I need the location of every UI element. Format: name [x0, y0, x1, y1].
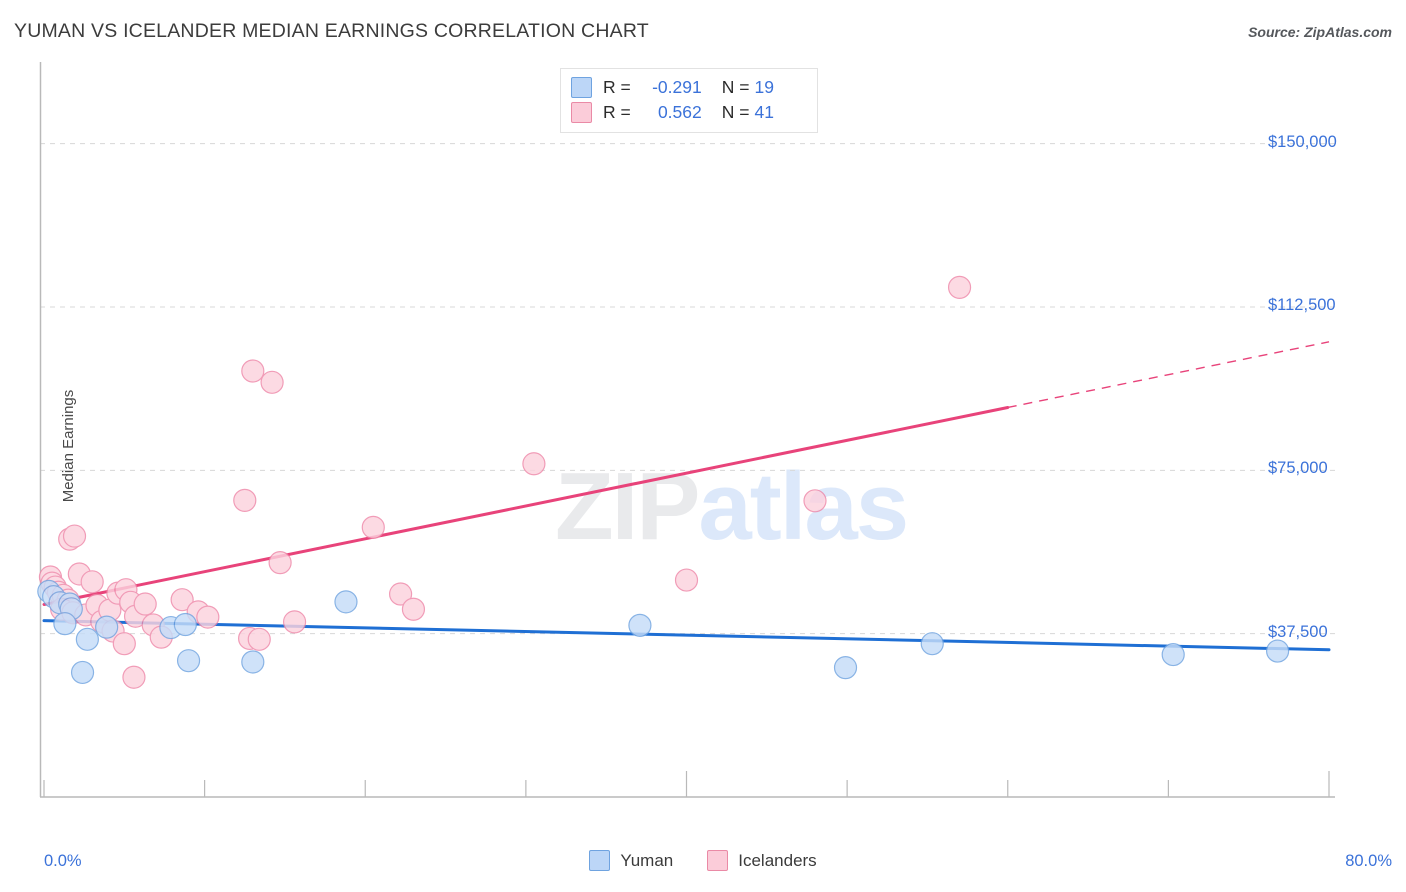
- x-tick-label-min: 0.0%: [44, 852, 82, 870]
- data-point[interactable]: [62, 524, 87, 548]
- x-tick-label-max: 80.0%: [1345, 852, 1392, 870]
- data-point[interactable]: [176, 649, 201, 673]
- series-legend-item-icelanders[interactable]: Icelanders: [707, 850, 817, 871]
- n-value-yuman: 19: [754, 77, 774, 97]
- series-label-yuman: Yuman: [620, 850, 674, 870]
- series-swatch-yuman-icon: [589, 850, 611, 871]
- legend-swatch-icelanders-icon: [571, 102, 592, 123]
- plot-area: ZIPatlas: [37, 62, 1335, 832]
- data-point[interactable]: [75, 627, 99, 651]
- data-point[interactable]: [122, 665, 146, 689]
- data-point[interactable]: [674, 568, 699, 592]
- trend-line-extrapolated-icelanders: [1007, 341, 1330, 409]
- legend-swatch-yuman-icon: [571, 77, 592, 98]
- data-point[interactable]: [112, 632, 136, 656]
- data-point[interactable]: [95, 615, 119, 639]
- data-point[interactable]: [947, 275, 972, 299]
- data-point[interactable]: [388, 582, 413, 606]
- data-point[interactable]: [334, 590, 358, 614]
- n-value-icelanders: 41: [754, 102, 774, 122]
- r-label-icelanders: R =: [603, 102, 631, 122]
- y-tick-label-75000: $75,000: [1268, 459, 1328, 478]
- data-point[interactable]: [233, 488, 257, 512]
- r-value-yuman: -0.291: [652, 77, 702, 97]
- scatter-plot-canvas: [37, 62, 1335, 798]
- series-legend: Yuman Icelanders: [0, 850, 1406, 871]
- data-point[interactable]: [522, 452, 546, 476]
- data-point[interactable]: [1265, 639, 1290, 663]
- point-group-yuman: [37, 579, 1290, 685]
- data-point[interactable]: [268, 551, 292, 575]
- y-tick-label-112500: $112,500: [1268, 295, 1336, 314]
- data-point[interactable]: [247, 627, 271, 651]
- correlation-legend: R = -0.291 N = 19 R = 0.562 N = 41: [560, 68, 818, 133]
- data-point[interactable]: [133, 592, 157, 616]
- data-point[interactable]: [920, 632, 944, 656]
- page-title: YUMAN VS ICELANDER MEDIAN EARNINGS CORRE…: [14, 20, 649, 42]
- y-tick-label-37500: $37,500: [1268, 622, 1328, 641]
- correlation-row-icelanders: R = 0.562 N = 41: [571, 100, 807, 125]
- n-label-icelanders: N =: [721, 102, 750, 122]
- data-point[interactable]: [196, 605, 220, 629]
- r-label-yuman: R =: [603, 77, 631, 97]
- data-point[interactable]: [70, 660, 95, 685]
- data-point[interactable]: [241, 359, 265, 383]
- trend-line-icelanders: [42, 405, 1010, 606]
- r-value-icelanders: 0.562: [657, 102, 702, 122]
- data-point[interactable]: [401, 597, 426, 621]
- n-label-yuman: N =: [721, 77, 750, 97]
- data-point[interactable]: [80, 570, 104, 594]
- trend-line-yuman: [42, 619, 1331, 652]
- source-attribution: Source: ZipAtlas.com: [1248, 24, 1392, 40]
- series-swatch-icelanders-icon: [707, 850, 729, 871]
- data-point[interactable]: [803, 489, 827, 513]
- data-point[interactable]: [628, 613, 652, 637]
- data-point[interactable]: [361, 515, 385, 539]
- correlation-row-yuman: R = -0.291 N = 19: [571, 75, 807, 100]
- data-point[interactable]: [241, 650, 265, 674]
- data-point[interactable]: [53, 612, 77, 636]
- data-point[interactable]: [833, 656, 858, 680]
- series-legend-item-yuman[interactable]: Yuman: [589, 850, 673, 871]
- data-point[interactable]: [1161, 642, 1185, 667]
- data-point[interactable]: [173, 612, 197, 637]
- y-tick-label-150000: $150,000: [1268, 132, 1337, 151]
- series-label-icelanders: Icelanders: [738, 850, 817, 870]
- data-point[interactable]: [282, 610, 307, 634]
- data-point[interactable]: [260, 370, 284, 394]
- data-point[interactable]: [170, 588, 194, 612]
